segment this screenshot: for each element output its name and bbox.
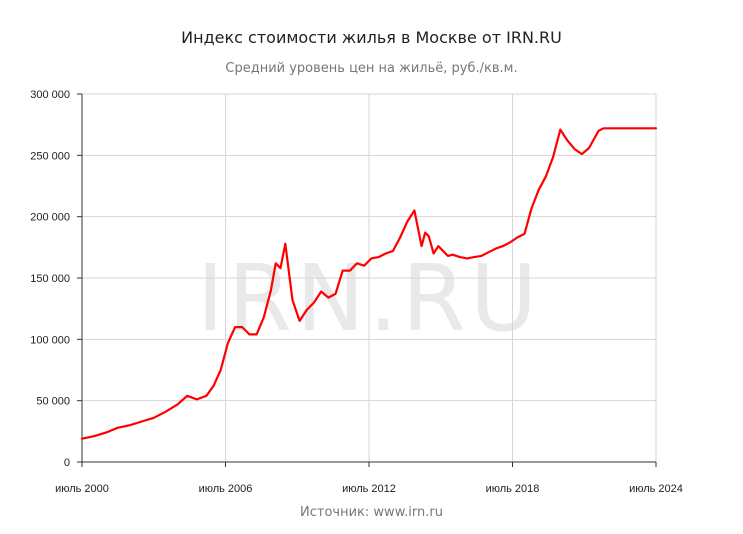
x-tick-label: июль 2006 bbox=[199, 483, 253, 495]
series-group bbox=[80, 127, 658, 440]
chart-subtitle: Средний уровень цен на жильё, руб./кв.м. bbox=[225, 61, 518, 76]
y-tick-label: 50 000 bbox=[36, 396, 70, 408]
x-tick-label: июль 2024 bbox=[629, 483, 683, 495]
y-tick-label: 300 000 bbox=[30, 89, 70, 101]
y-tick-label: 250 000 bbox=[30, 150, 70, 162]
x-tick-label: июль 2012 bbox=[342, 483, 396, 495]
y-tick-label: 150 000 bbox=[30, 273, 70, 285]
y-tick-label: 200 000 bbox=[30, 212, 70, 224]
source-note: Источник: www.irn.ru bbox=[300, 505, 443, 520]
x-tick-label: июль 2000 bbox=[55, 483, 109, 495]
series-line bbox=[80, 127, 658, 440]
x-axis-ticks: июль 2000 июль 2006 июль 2012 июль 2018 июль… bbox=[55, 483, 683, 495]
y-tick-label: 100 000 bbox=[30, 334, 70, 346]
y-tick-label: 0 bbox=[64, 457, 70, 469]
x-tick-label: июль 2018 bbox=[486, 483, 540, 495]
chart-title: Индекс стоимости жилья в Москве от IRN.R… bbox=[181, 28, 562, 47]
axes bbox=[77, 93, 657, 467]
y-axis-ticks: 0 50 000 100 000 150 000 200 000 250 000 300 0… bbox=[30, 89, 70, 469]
grid bbox=[82, 93, 657, 462]
